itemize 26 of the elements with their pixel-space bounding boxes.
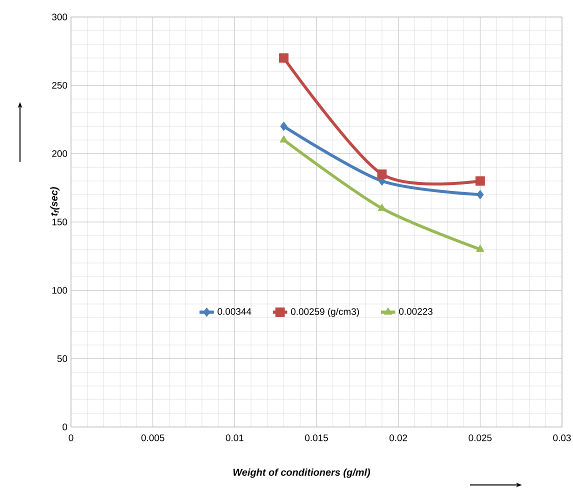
x-tick-label: 0.005 [141, 434, 164, 442]
y-tick-label: 150 [52, 218, 68, 226]
point [280, 122, 288, 132]
point [280, 135, 288, 142]
x-tick-label: 0.01 [226, 434, 244, 442]
legend-label: 0.00259 (g/cm3) [291, 308, 359, 317]
y-tick-label: 100 [52, 286, 68, 294]
y-tick-label: 50 [57, 355, 68, 362]
point [476, 244, 484, 252]
x-tick-label: 0 [68, 434, 74, 442]
x-tick-label: 0.02 [390, 434, 408, 442]
legend-label: 0.00223 [399, 308, 432, 315]
y-axis-title: t$_{f}$(sec) [50, 187, 60, 216]
x-axis-title: Weight of conditioners (g/ml) [233, 468, 370, 478]
x-tick-label: 0.015 [305, 434, 328, 442]
y-tick-label: 200 [52, 150, 68, 158]
x-tick-label: 0.025 [468, 434, 492, 442]
point [279, 53, 289, 63]
y-tick-label: 300 [52, 14, 68, 20]
point [475, 176, 485, 186]
y-tick-label: 0 [62, 424, 68, 430]
point [476, 190, 484, 200]
legend-label: 0.00344 [218, 308, 252, 315]
point [377, 169, 387, 179]
x-tick-label: 0.03 [553, 434, 571, 442]
y-tick-label: 250 [52, 82, 68, 89]
